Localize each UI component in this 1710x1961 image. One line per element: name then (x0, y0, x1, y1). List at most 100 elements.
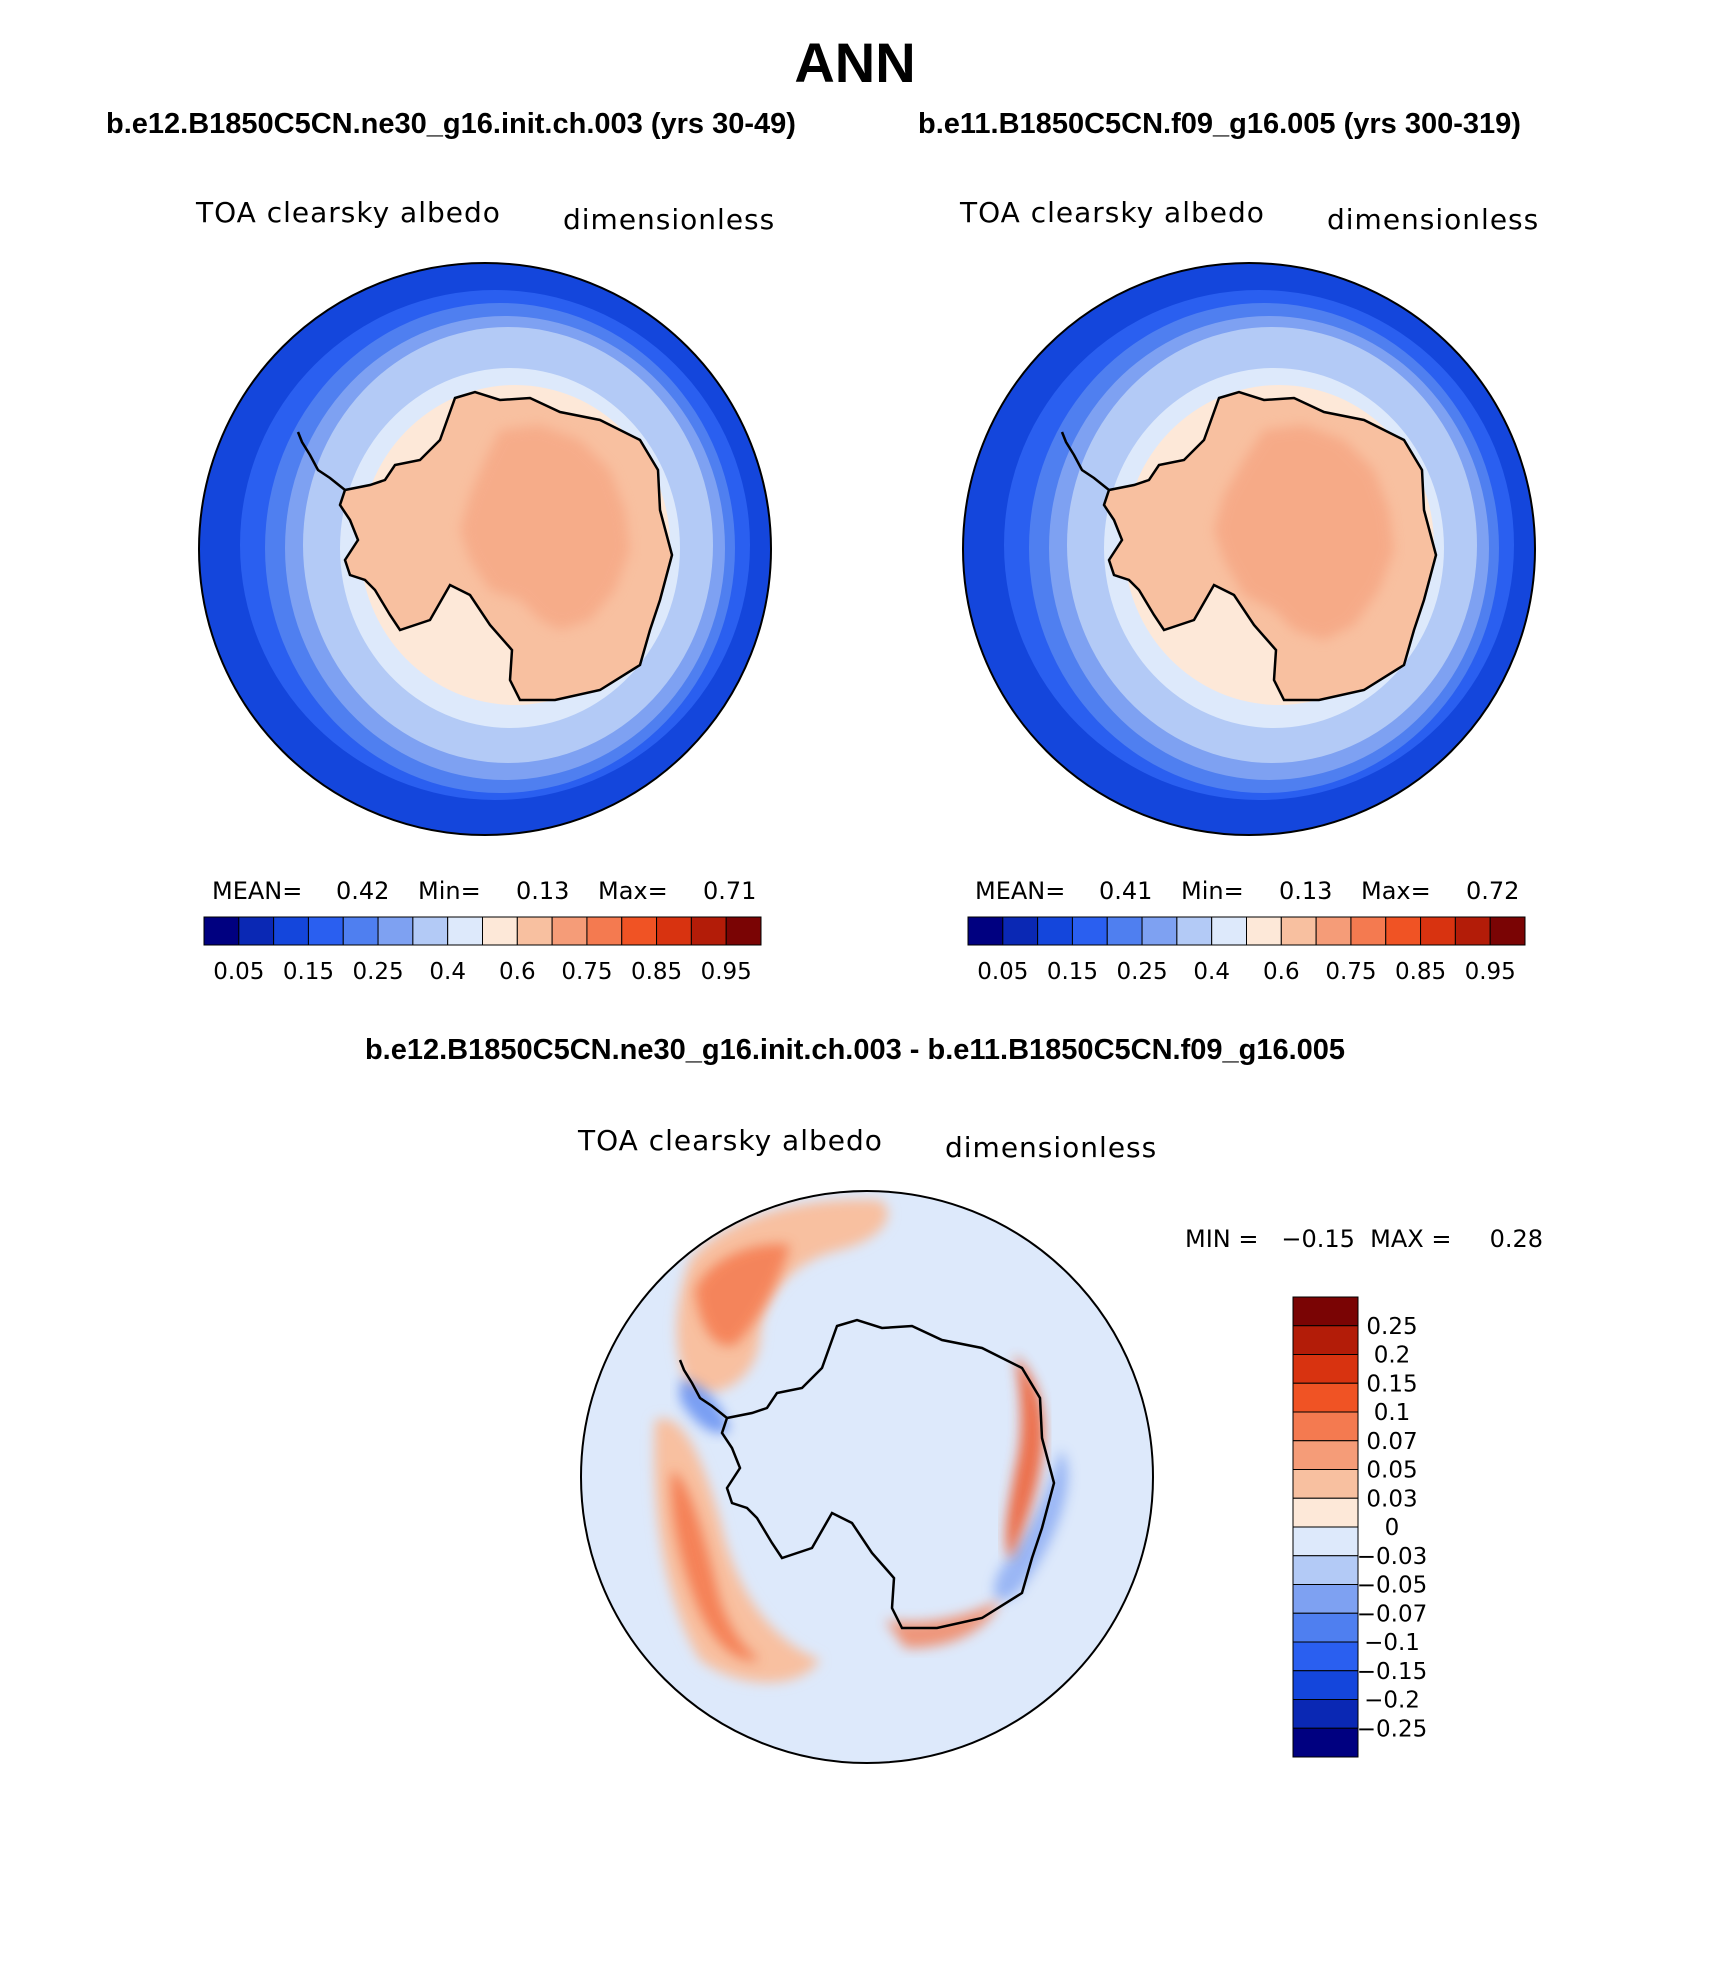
diff-colorbar-tick-label: −0.2 (1364, 1688, 1420, 1714)
left-min-value: 0.13 (516, 877, 570, 905)
right-colorbar: 0.05 0.15 0.25 0.4 0.6 0.75 0.85 0.95 (967, 916, 1526, 985)
left-colorbar-swatch-2 (273, 916, 309, 946)
left-colorbar-swatch-13 (656, 916, 692, 946)
left-colorbar-tick-label: 0.75 (561, 959, 612, 985)
right-mean-label: MEAN= (975, 877, 1066, 905)
left-colorbar-tick-label: 0.05 (213, 959, 264, 985)
difference-min-max-stats: MIN = −0.15 MAX = 0.28 (1185, 1225, 1544, 1253)
left-colorbar-swatch-15 (725, 916, 762, 946)
diff-colorbar-tick-label: 0.05 (1366, 1458, 1417, 1484)
diff-map-positive-south-coast (885, 1600, 1000, 1649)
left-colorbar-swatch-8 (482, 916, 518, 946)
right-map-coastline (1102, 390, 1438, 702)
diff-colorbar-tick-label: 0 (1385, 1515, 1400, 1541)
diff-colorbar-tick-label: 0.1 (1374, 1400, 1411, 1426)
diff-colorbar-swatch-2 (1292, 1354, 1359, 1384)
right-colorbar-swatch-9 (1280, 916, 1317, 946)
diff-colorbar-swatch-10 (1292, 1584, 1359, 1614)
diff-colorbar-swatch-5 (1292, 1440, 1359, 1470)
diff-colorbar-tick-label: −0.25 (1357, 1716, 1427, 1742)
right-colorbar-tick-label: 0.05 (977, 959, 1028, 985)
right-colorbar-tick-label: 0.15 (1047, 959, 1098, 985)
left-min-label: Min= (418, 877, 481, 905)
left-colorbar-tick-label: 0.85 (631, 959, 682, 985)
right-colorbar-swatch-15 (1489, 916, 1526, 946)
diff-colorbar-tick-label: −0.15 (1357, 1659, 1427, 1685)
left-map-plateau-highest (460, 425, 630, 630)
right-colorbar-swatch-3 (1071, 916, 1108, 946)
diff-map-positive-west (654, 1418, 820, 1683)
diff-colorbar-tick-label: 0.2 (1374, 1343, 1411, 1369)
right-panel-units-label: dimensionless (1327, 203, 1540, 236)
page-title: ANN (794, 31, 916, 94)
diff-colorbar-swatch-11 (1292, 1612, 1359, 1643)
left-colorbar-swatch-0 (203, 916, 240, 946)
right-mean-value: 0.41 (1099, 877, 1153, 905)
diff-colorbar-swatch-13 (1292, 1670, 1359, 1700)
left-colorbar: 0.05 0.15 0.25 0.4 0.6 0.75 0.85 0.95 (203, 916, 762, 985)
left-colorbar-swatch-14 (690, 916, 727, 946)
right-colorbar-swatch-11 (1350, 916, 1387, 946)
right-map-peninsula-coast (1060, 431, 1110, 491)
diff-colorbar-swatch-14 (1292, 1699, 1359, 1729)
diff-colorbar-tick-label: −0.07 (1357, 1601, 1427, 1627)
difference-colorbar: 0.250.20.150.10.070.050.030−0.03−0.05−0.… (1292, 1296, 1427, 1758)
left-polar-map (198, 262, 772, 836)
right-colorbar-tick-label: 0.25 (1116, 959, 1167, 985)
left-max-label: Max= (598, 877, 668, 905)
right-colorbar-swatch-14 (1454, 916, 1491, 946)
right-colorbar-swatch-5 (1141, 916, 1178, 946)
diff-colorbar-swatch-0 (1292, 1296, 1359, 1327)
diff-colorbar-swatch-12 (1292, 1641, 1359, 1672)
left-colorbar-swatch-10 (551, 916, 588, 946)
diff-colorbar-tick-label: −0.03 (1357, 1544, 1427, 1570)
right-colorbar-tick-label: 0.95 (1465, 959, 1516, 985)
left-colorbar-swatch-7 (447, 916, 483, 946)
left-colorbar-tick-label: 0.4 (429, 959, 466, 985)
right-colorbar-swatch-2 (1037, 916, 1073, 946)
diff-map-strong-positive-west (671, 1470, 760, 1661)
right-panel-variable-label: TOA clearsky albedo (960, 196, 1265, 229)
right-panel-case-title: b.e11.B1850C5CN.f09_g16.005 (yrs 300-319… (918, 108, 1521, 140)
diff-colorbar-swatch-7 (1292, 1497, 1359, 1528)
left-colorbar-swatch-6 (412, 916, 449, 946)
diff-map-negative-east (993, 1450, 1068, 1601)
right-map-plateau-highest (1214, 425, 1394, 640)
diff-colorbar-tick-label: −0.1 (1364, 1630, 1420, 1656)
right-colorbar-swatch-8 (1246, 916, 1282, 946)
right-colorbar-swatch-7 (1211, 916, 1247, 946)
diff-map-border (580, 1190, 1154, 1764)
right-colorbar-tick-label: 0.85 (1395, 959, 1446, 985)
right-colorbar-tick-label: 0.4 (1193, 959, 1230, 985)
diff-map-coastline (720, 1318, 1056, 1630)
left-mean-label: MEAN= (212, 877, 303, 905)
left-colorbar-swatch-11 (586, 916, 623, 946)
left-mean-value: 0.42 (336, 877, 390, 905)
difference-panel-case-title: b.e12.B1850C5CN.ne30_g16.init.ch.003 - b… (364, 1034, 1346, 1066)
right-colorbar-tick-label: 0.75 (1325, 959, 1376, 985)
diff-map-positive-east-coast (1005, 1355, 1044, 1560)
right-colorbar-swatch-4 (1106, 916, 1143, 946)
left-colorbar-tick-label: 0.15 (283, 959, 334, 985)
diff-map-negative-peninsula (680, 1380, 730, 1434)
left-colorbar-swatch-1 (238, 916, 275, 946)
diff-colorbar-tick-label: −0.05 (1357, 1573, 1427, 1599)
left-panel-variable-label: TOA clearsky albedo (196, 196, 501, 229)
diff-colorbar-swatch-9 (1292, 1555, 1359, 1585)
difference-polar-map (580, 1190, 1154, 1764)
diff-colorbar-swatch-3 (1292, 1382, 1359, 1413)
right-max-value: 0.72 (1466, 877, 1520, 905)
diff-colorbar-swatch-4 (1292, 1411, 1359, 1442)
left-colorbar-tick-label: 0.6 (499, 959, 536, 985)
diff-colorbar-swatch-1 (1292, 1325, 1359, 1355)
diff-colorbar-swatch-8 (1292, 1526, 1359, 1557)
difference-panel-units-label: dimensionless (945, 1131, 1158, 1164)
left-colorbar-swatch-3 (307, 916, 344, 946)
right-max-label: Max= (1361, 877, 1431, 905)
left-colorbar-tick-label: 0.25 (352, 959, 403, 985)
right-polar-map (962, 262, 1536, 836)
right-colorbar-swatch-1 (1002, 916, 1039, 946)
right-min-label: Min= (1181, 877, 1244, 905)
right-colorbar-swatch-13 (1420, 916, 1456, 946)
